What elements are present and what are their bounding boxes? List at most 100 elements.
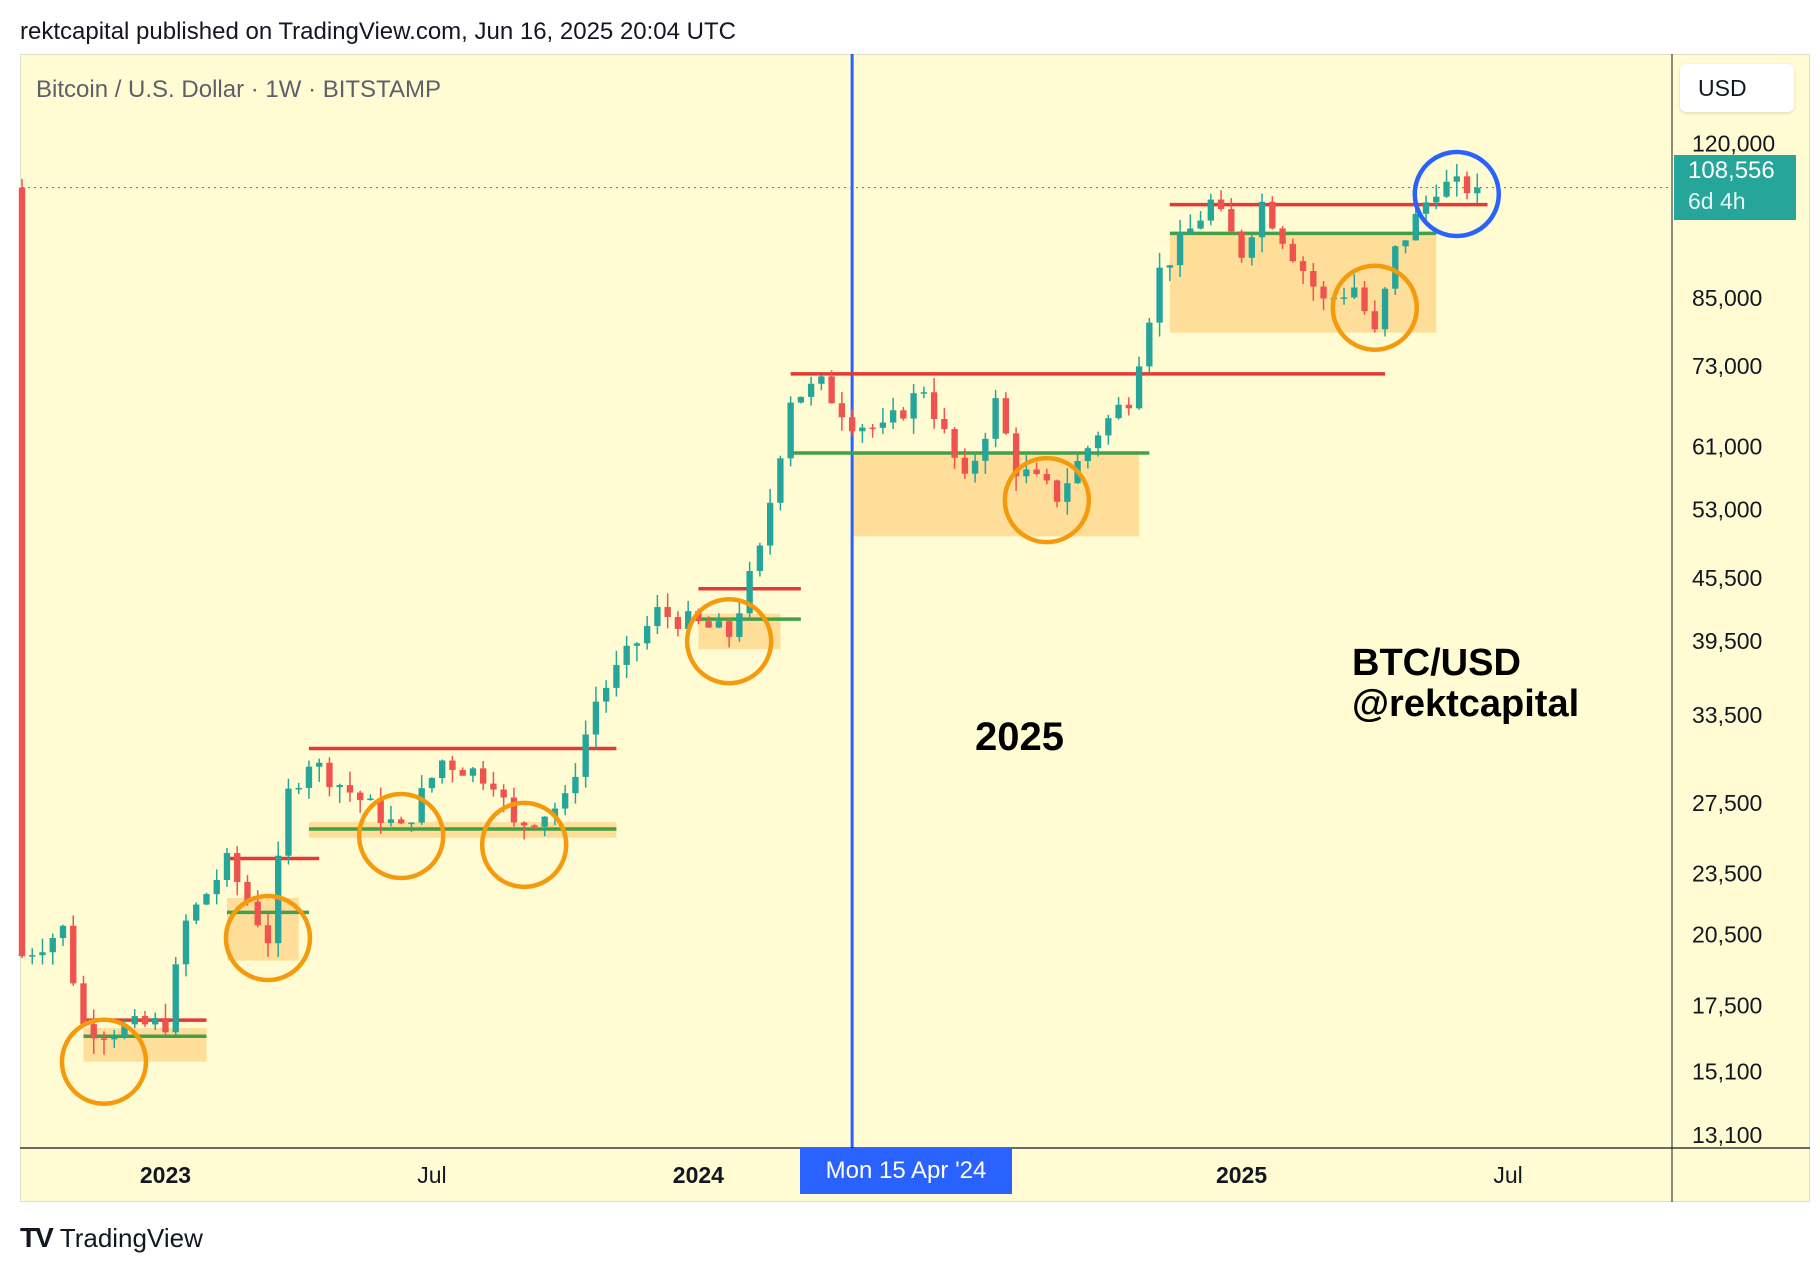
- candle-body: [428, 778, 436, 789]
- candle-body: [152, 1018, 159, 1025]
- candle: [39, 938, 46, 965]
- candle-body: [1392, 246, 1399, 289]
- candle-body: [643, 626, 651, 644]
- candle: [1166, 265, 1174, 282]
- candle-body: [357, 792, 364, 801]
- candle-body: [551, 808, 559, 817]
- candle: [305, 760, 313, 799]
- candle-body: [1197, 220, 1204, 229]
- footer-brand[interactable]: TV TradingView: [20, 1222, 203, 1254]
- y-tick-label-4: 53,000: [1692, 496, 1762, 522]
- y-tick-label-5: 45,500: [1692, 565, 1762, 591]
- candle: [961, 448, 969, 479]
- candle-body: [797, 396, 805, 403]
- y-tick-label-9: 23,500: [1692, 861, 1762, 887]
- candle: [1279, 226, 1286, 250]
- candle-body: [746, 571, 753, 614]
- candle-body: [1023, 469, 1030, 477]
- candle-body: [449, 760, 456, 770]
- candle-body: [1228, 209, 1235, 232]
- candle-body: [715, 621, 723, 628]
- candle-body: [992, 398, 999, 439]
- candle-body: [264, 925, 272, 944]
- candle-body: [29, 955, 36, 957]
- y-tick-label-13: 13,100: [1692, 1122, 1762, 1148]
- candle: [1228, 198, 1235, 232]
- candle-body: [736, 613, 743, 637]
- candle: [1033, 462, 1040, 476]
- last-price-value: 108,556: [1688, 157, 1775, 184]
- y-tick-label-11: 17,500: [1692, 992, 1762, 1018]
- candle: [613, 650, 620, 697]
- candle-body: [951, 429, 958, 458]
- circles-layer: [59, 149, 1502, 1106]
- candle-body: [664, 607, 671, 617]
- candle-body: [572, 776, 579, 794]
- candle: [756, 542, 764, 577]
- candle-body: [295, 787, 302, 790]
- pair-annotation: BTC/USD: [1352, 642, 1521, 684]
- candle-body: [613, 664, 620, 688]
- candle-body: [90, 1024, 97, 1039]
- candle-body: [1299, 261, 1307, 272]
- candle-body: [1176, 232, 1184, 266]
- candle: [1453, 164, 1460, 197]
- candle: [29, 948, 36, 965]
- candle: [592, 686, 600, 749]
- candle-body: [244, 881, 251, 902]
- candle-body: [1463, 176, 1471, 194]
- candle: [818, 374, 825, 391]
- candle-body: [1351, 287, 1358, 298]
- candle-body: [285, 788, 292, 856]
- candle: [1064, 468, 1071, 515]
- candle: [1084, 445, 1092, 469]
- candle: [725, 618, 733, 648]
- candle-body: [838, 403, 846, 418]
- candle-body: [49, 938, 56, 953]
- candle-body: [223, 853, 231, 881]
- axes-layer: 120,000 85,000 73,000 61,000 53,000 45,500 39,…: [20, 54, 1810, 1202]
- candle: [1002, 392, 1010, 435]
- retest-highlight-circle-5: [1002, 455, 1092, 545]
- candle-body: [859, 427, 866, 432]
- crosshair-date-badge: Mon 15 Apr '24: [800, 1148, 1012, 1194]
- candle: [1351, 274, 1358, 300]
- candle-body: [848, 417, 856, 432]
- candle-body: [787, 402, 794, 459]
- candle-body: [1361, 287, 1368, 312]
- candle-body: [131, 1016, 138, 1025]
- candle: [162, 1003, 169, 1037]
- candle: [869, 424, 876, 438]
- candle-body: [254, 901, 261, 926]
- candle: [1043, 468, 1051, 485]
- candle: [541, 816, 548, 837]
- candle: [223, 847, 231, 887]
- candle: [131, 1009, 138, 1028]
- candle-body: [18, 187, 26, 957]
- candle-body: [1064, 483, 1071, 502]
- retest-highlight-circle-0: [59, 1017, 149, 1106]
- candle: [664, 593, 671, 629]
- candle: [408, 822, 415, 832]
- candle-body: [695, 611, 702, 622]
- candle-body: [602, 687, 610, 702]
- candle: [203, 892, 210, 906]
- candle: [295, 782, 302, 795]
- candle-body: [1269, 201, 1276, 229]
- candle-body: [777, 458, 784, 503]
- candle-body: [1258, 201, 1266, 238]
- candle: [561, 784, 569, 816]
- currency-button[interactable]: USD: [1680, 64, 1794, 112]
- candle: [787, 396, 794, 467]
- symbol-label[interactable]: Bitcoin / U.S. Dollar · 1W · BITSTAMP: [36, 76, 441, 103]
- candle-body: [818, 376, 825, 384]
- candle: [930, 378, 938, 429]
- candle-body: [1412, 213, 1419, 241]
- candle: [777, 455, 784, 511]
- tradingview-logo-icon: TV: [20, 1222, 54, 1253]
- candle-body: [193, 904, 200, 921]
- candle: [1012, 427, 1020, 491]
- candle: [449, 755, 456, 783]
- zones-layer: [83, 233, 1437, 1062]
